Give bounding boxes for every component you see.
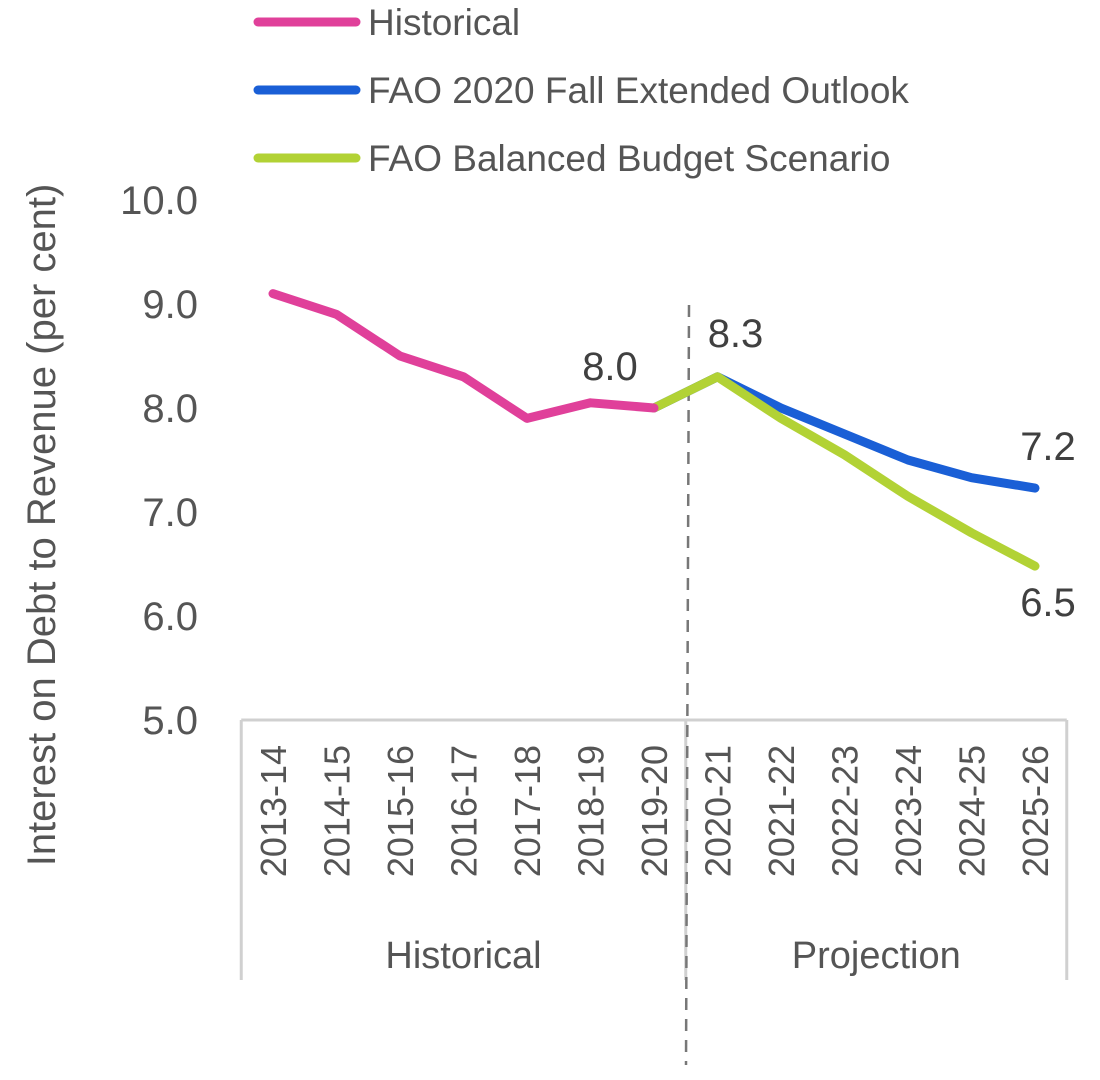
legend-label-3: FAO Balanced Budget Scenario [368,138,890,179]
x-axis: 2013-14 2014-15 2015-16 2016-17 2017-18 2018-… [239,304,1069,1066]
x-tick-label: 2019-20 [634,745,675,877]
series-line-3 [649,372,1040,571]
data-label: 8.3 [708,312,764,356]
x-tick-label: 2023-24 [888,745,929,877]
x-group-label: Historical [385,935,541,977]
data-labels: 8.0 8.3 7.2 6.5 [582,312,1076,625]
y-tick-label: 9.0 [142,283,198,327]
x-group-label: Projection [792,935,961,977]
data-label: 7.2 [1020,425,1076,469]
x-tick-label: 2024-25 [952,745,993,877]
y-axis-ticks: 5.0 6.0 7.0 8.0 9.0 10.0 [120,179,198,743]
x-tick-label: 2013-14 [253,745,294,877]
y-axis-label: Interest on Debt to Revenue (per cent) [20,184,64,867]
projection-divider [684,304,691,1066]
x-tick-label: 2015-16 [380,745,421,877]
series-layer [268,289,1040,571]
x-tick-label: 2017-18 [507,745,548,877]
x-tick-label: 2018-19 [571,745,612,877]
x-tick-label: 2020-21 [698,745,739,877]
x-tick-label: 2021-22 [761,745,802,877]
series-line-1 [268,289,659,423]
y-tick-label: 5.0 [142,699,198,743]
legend-label-2: FAO 2020 Fall Extended Outlook [368,70,909,111]
x-tick-label: 2016-17 [444,745,485,877]
y-tick-label: 8.0 [142,387,198,431]
series-line-2 [649,372,1040,493]
legend-label-1: Historical [368,2,520,43]
y-tick-label: 6.0 [142,595,198,639]
legend: Historical FAO 2020 Fall Extended Outlook… [253,2,909,179]
x-tick-label: 2022-23 [825,745,866,877]
y-tick-label: 7.0 [142,491,198,535]
data-label: 6.5 [1020,581,1076,625]
y-tick-label: 10.0 [120,179,198,223]
data-label: 8.0 [582,345,638,389]
x-tick-label: 2014-15 [317,745,358,877]
x-tick-label: 2025-26 [1015,745,1056,877]
